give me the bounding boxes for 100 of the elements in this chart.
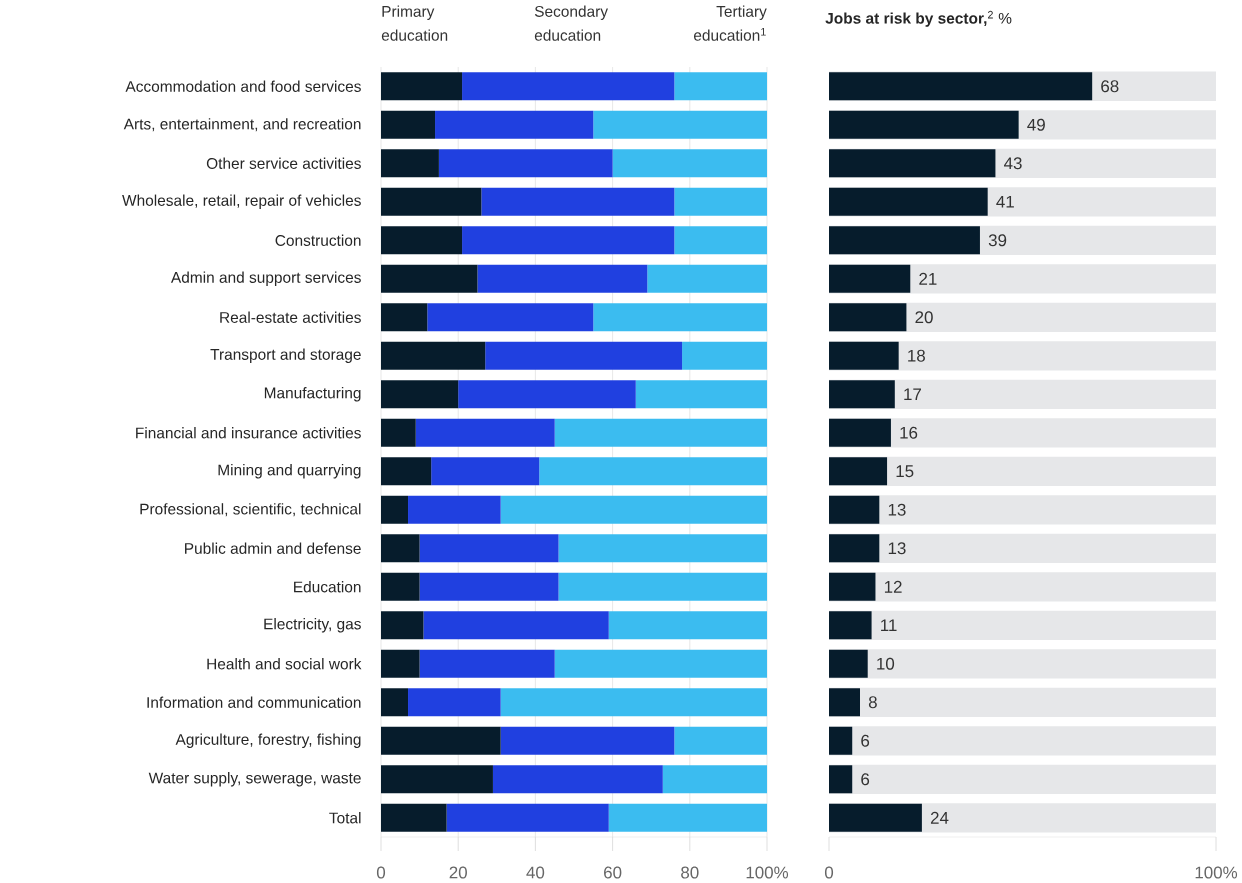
data-label: 16 — [900, 426, 918, 439]
bar — [500, 726, 675, 755]
bar — [593, 303, 768, 332]
bar — [381, 803, 447, 832]
bar — [381, 765, 493, 794]
y-tick-label: Manufacturing — [264, 387, 361, 402]
bar — [554, 649, 768, 678]
data-label: 15 — [896, 465, 914, 478]
bar — [829, 726, 853, 755]
y-tick-label: Financial and insurance activities — [136, 427, 361, 439]
text: Primary education — [381, 5, 448, 41]
bar — [608, 803, 768, 832]
x-tick-label: 80 — [681, 866, 699, 879]
bar — [485, 341, 683, 370]
y-tick-label: Electricity, gas — [264, 618, 361, 633]
data-label: 6 — [861, 734, 870, 747]
bar — [647, 264, 768, 293]
x-tick-label: 60 — [604, 866, 622, 879]
bar — [381, 457, 432, 486]
bar — [829, 457, 888, 486]
bar — [381, 534, 420, 563]
x-tick-label: 100% — [746, 866, 789, 879]
data-label: 6 — [861, 773, 870, 786]
bar — [829, 264, 911, 293]
bar — [462, 72, 675, 101]
bar — [593, 110, 768, 139]
bar — [381, 572, 420, 601]
bar — [674, 726, 768, 755]
bar — [829, 341, 899, 370]
bar — [477, 264, 648, 293]
y-tick-label: Mining and quarrying — [218, 464, 361, 479]
bar — [381, 688, 409, 717]
y-tick-label: Public admin and defense — [185, 542, 361, 554]
bar — [381, 72, 463, 101]
bar — [829, 765, 853, 794]
bar — [435, 110, 594, 139]
bar — [829, 495, 880, 524]
bar — [446, 803, 609, 832]
data-label: 68 — [1101, 80, 1119, 93]
bar — [612, 149, 768, 178]
data-label: 18 — [908, 349, 925, 362]
bar — [829, 380, 895, 409]
y-tick-label: Professional, scientific, technical — [140, 503, 361, 517]
data-label: 24 — [930, 811, 949, 824]
y-tick-label: Transport and storage — [210, 348, 361, 363]
data-label: 8 — [868, 696, 877, 709]
bar — [381, 418, 416, 447]
data-label: 21 — [919, 272, 937, 285]
bar — [438, 149, 613, 178]
bar — [829, 303, 907, 332]
bar — [829, 803, 922, 832]
bar — [381, 495, 409, 524]
bar — [381, 110, 436, 139]
bar — [381, 726, 501, 755]
bar — [427, 303, 594, 332]
bar — [662, 765, 768, 794]
y-tick-label: Education — [294, 581, 361, 593]
y-tick-label: Other service activities — [206, 157, 361, 169]
bar — [558, 534, 768, 563]
bar — [674, 226, 768, 255]
bar — [415, 418, 555, 447]
bar — [674, 187, 768, 216]
data-label: 10 — [877, 657, 895, 670]
x-tick-label: 0 — [376, 866, 386, 879]
bar — [492, 765, 663, 794]
y-tick-label: Real-estate activities — [220, 311, 361, 323]
data-label: 49 — [1027, 118, 1045, 131]
y-tick-label: Accommodation and food services — [125, 80, 361, 92]
bar — [431, 457, 540, 486]
y-tick-label: Water supply, sewerage, waste — [148, 772, 361, 787]
chart-title: Jobs at risk by sector,$^{2}$ % — [825, 10, 1012, 27]
bar — [458, 380, 636, 409]
bar — [381, 303, 428, 332]
bar — [381, 649, 420, 678]
y-tick-label: Agriculture, forestry, fishing — [175, 733, 361, 748]
bar — [381, 380, 459, 409]
x-tick-label: 100% — [1195, 866, 1238, 879]
bar — [381, 341, 486, 370]
bar — [500, 688, 768, 717]
bar — [408, 495, 501, 524]
y-tick-label: Admin and support services — [170, 271, 361, 286]
bar — [829, 572, 876, 601]
bar — [829, 534, 880, 563]
bar — [674, 72, 768, 101]
text: Secondary education — [534, 5, 608, 41]
bar — [419, 649, 555, 678]
bar — [423, 611, 609, 640]
data-label: 20 — [915, 311, 933, 324]
bar — [829, 418, 891, 447]
bar — [539, 457, 768, 486]
bar — [829, 611, 872, 640]
bar — [682, 341, 768, 370]
data-label: 12 — [884, 580, 902, 593]
bar — [381, 264, 478, 293]
data-label: 43 — [1004, 157, 1022, 170]
y-tick-label: Construction — [275, 234, 361, 246]
bar — [381, 149, 439, 178]
bar — [500, 495, 768, 524]
y-tick-label: Information and communication — [147, 696, 361, 708]
bar — [419, 572, 559, 601]
